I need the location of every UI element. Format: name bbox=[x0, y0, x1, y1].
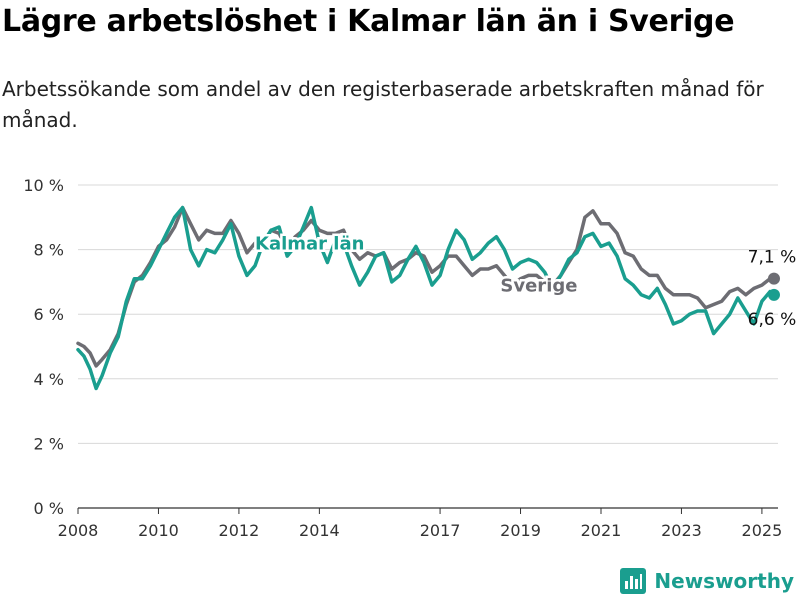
x-tick-label: 2021 bbox=[581, 521, 622, 540]
series-label-sverige: Sverige bbox=[500, 276, 577, 297]
bar-chart-logo-icon bbox=[620, 568, 647, 594]
series-line-sverige bbox=[76, 205, 776, 368]
end-label-kalmar-lan: 6,6 % bbox=[748, 310, 797, 330]
end-point-kalmar-lan bbox=[767, 288, 780, 301]
y-tick-label: 10 % bbox=[23, 176, 64, 195]
x-tick-label: 2025 bbox=[742, 521, 783, 540]
x-tick-label: 2008 bbox=[58, 521, 99, 540]
y-tick-label: 0 % bbox=[34, 499, 64, 518]
series-labels: Kalmar län Sverige 7,1 % 6,6 % bbox=[253, 231, 797, 330]
newsworthy-brand: Newsworthy bbox=[620, 568, 794, 594]
y-axis: 0 % 2 % 4 % 6 % 8 % 10 % bbox=[23, 176, 64, 518]
y-tick-label: 2 % bbox=[34, 434, 64, 453]
x-axis: 2008 2010 2012 2014 2017 2019 2021 2023 2025 bbox=[58, 508, 783, 540]
x-tick-label: 2012 bbox=[219, 521, 260, 540]
x-tick-label: 2017 bbox=[420, 521, 461, 540]
chart-subtitle: Arbetssökande som andel av den registerb… bbox=[2, 77, 764, 132]
series-lines bbox=[76, 205, 776, 391]
brand-name: Newsworthy bbox=[654, 569, 794, 593]
series-line-kalmar-län bbox=[76, 205, 776, 391]
chart-title: Lägre arbetslöshet i Kalmar län än i Sve… bbox=[2, 4, 735, 39]
y-tick-label: 8 % bbox=[34, 241, 64, 260]
y-tick-label: 6 % bbox=[34, 305, 64, 324]
x-tick-label: 2014 bbox=[299, 521, 340, 540]
x-tick-label: 2010 bbox=[138, 521, 179, 540]
x-tick-label: 2019 bbox=[500, 521, 541, 540]
series-label-kalmar-lan: Kalmar län bbox=[255, 234, 364, 255]
gridlines bbox=[78, 184, 778, 509]
end-label-sverige: 7,1 % bbox=[748, 248, 797, 268]
end-point-sverige bbox=[767, 272, 780, 285]
x-tick-label: 2023 bbox=[661, 521, 702, 540]
y-tick-label: 4 % bbox=[34, 370, 64, 389]
